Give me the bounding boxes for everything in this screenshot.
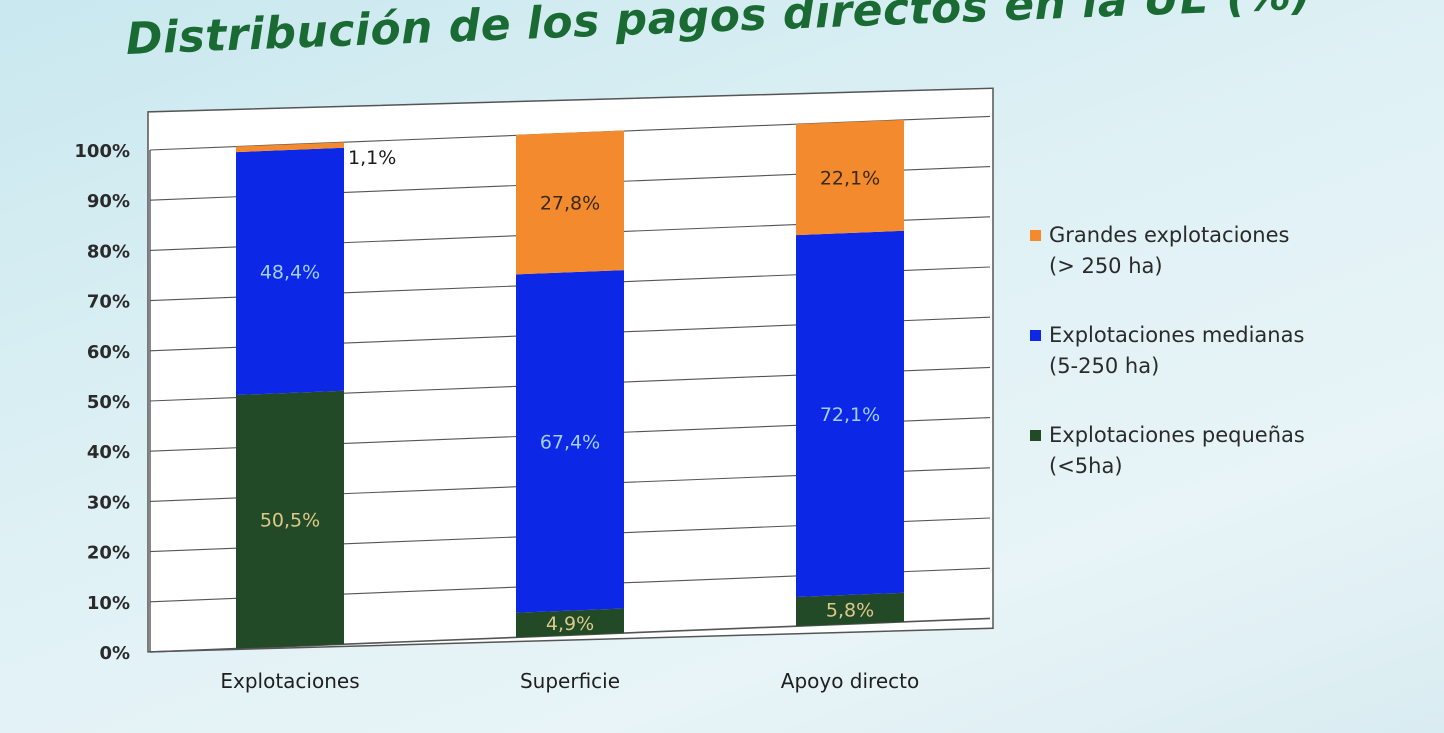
x-tick-label: Explotaciones [220,669,359,693]
y-tick-label: 0% [99,643,130,664]
legend-sublabel: (5-250 ha) [1049,354,1160,378]
legend-label: Explotaciones pequeñas [1049,423,1305,447]
bar-data-labels: 50,5% 48,4% 1,1% 4,9% 67,4% 27,8% 5,8% 72,1% 22,… [260,147,880,635]
y-tick-label: 90% [87,191,130,212]
bar-data-label: 72,1% [820,404,880,426]
bar-data-label: 67,4% [540,431,600,453]
bar-data-label: 4,9% [546,613,594,635]
x-axis-tick-labels: Explotaciones Superficie Apoyo directo [220,669,919,693]
bars [236,119,904,649]
bar-segment [236,147,344,396]
legend-swatch-grandes [1030,230,1041,241]
legend-item-grandes: Grandes explotaciones (> 250 ha) [1030,220,1430,282]
bar-segment [796,119,904,236]
legend-item-medianas: Explotaciones medianas (5-250 ha) [1030,320,1430,382]
bar-data-label: 1,1% [348,147,396,169]
bar-data-label: 50,5% [260,510,320,532]
x-tick-label: Superficie [520,669,620,693]
legend: Grandes explotaciones (> 250 ha) Explota… [1030,220,1430,520]
legend-label: Grandes explotaciones [1049,223,1290,247]
y-tick-label: 50% [87,392,130,413]
y-tick-label: 60% [87,342,130,363]
y-tick-label: 70% [87,292,130,313]
y-axis-tick-labels: 0% 10% 20% 30% 40% 50% 60% 70% 80% 90% 100% [74,141,130,664]
bar-segment [516,270,624,613]
x-tick-label: Apoyo directo [781,669,919,693]
y-tick-label: 80% [87,241,130,262]
bar-segment [516,608,624,638]
y-tick-label: 30% [87,492,130,513]
bar-segment [236,142,344,153]
y-tick-label: 20% [87,543,130,564]
bar-data-label: 48,4% [260,261,320,283]
bar-data-label: 5,8% [826,599,874,621]
legend-item-pequenas: Explotaciones pequeñas (<5ha) [1030,420,1430,482]
bar-segment [796,592,904,627]
bar-data-label: 22,1% [820,167,880,189]
y-tick-label: 40% [87,442,130,463]
bar-segment [796,230,904,598]
bar-segment [236,390,344,649]
legend-swatch-medianas [1030,330,1041,341]
legend-label: Explotaciones medianas [1049,323,1305,347]
legend-sublabel: (> 250 ha) [1049,254,1163,278]
bar-segment [516,130,624,275]
legend-swatch-pequenas [1030,430,1041,441]
bar-data-label: 27,8% [540,192,600,214]
y-tick-label: 10% [87,593,130,614]
legend-sublabel: (<5ha) [1049,454,1123,478]
y-tick-label: 100% [74,141,130,162]
